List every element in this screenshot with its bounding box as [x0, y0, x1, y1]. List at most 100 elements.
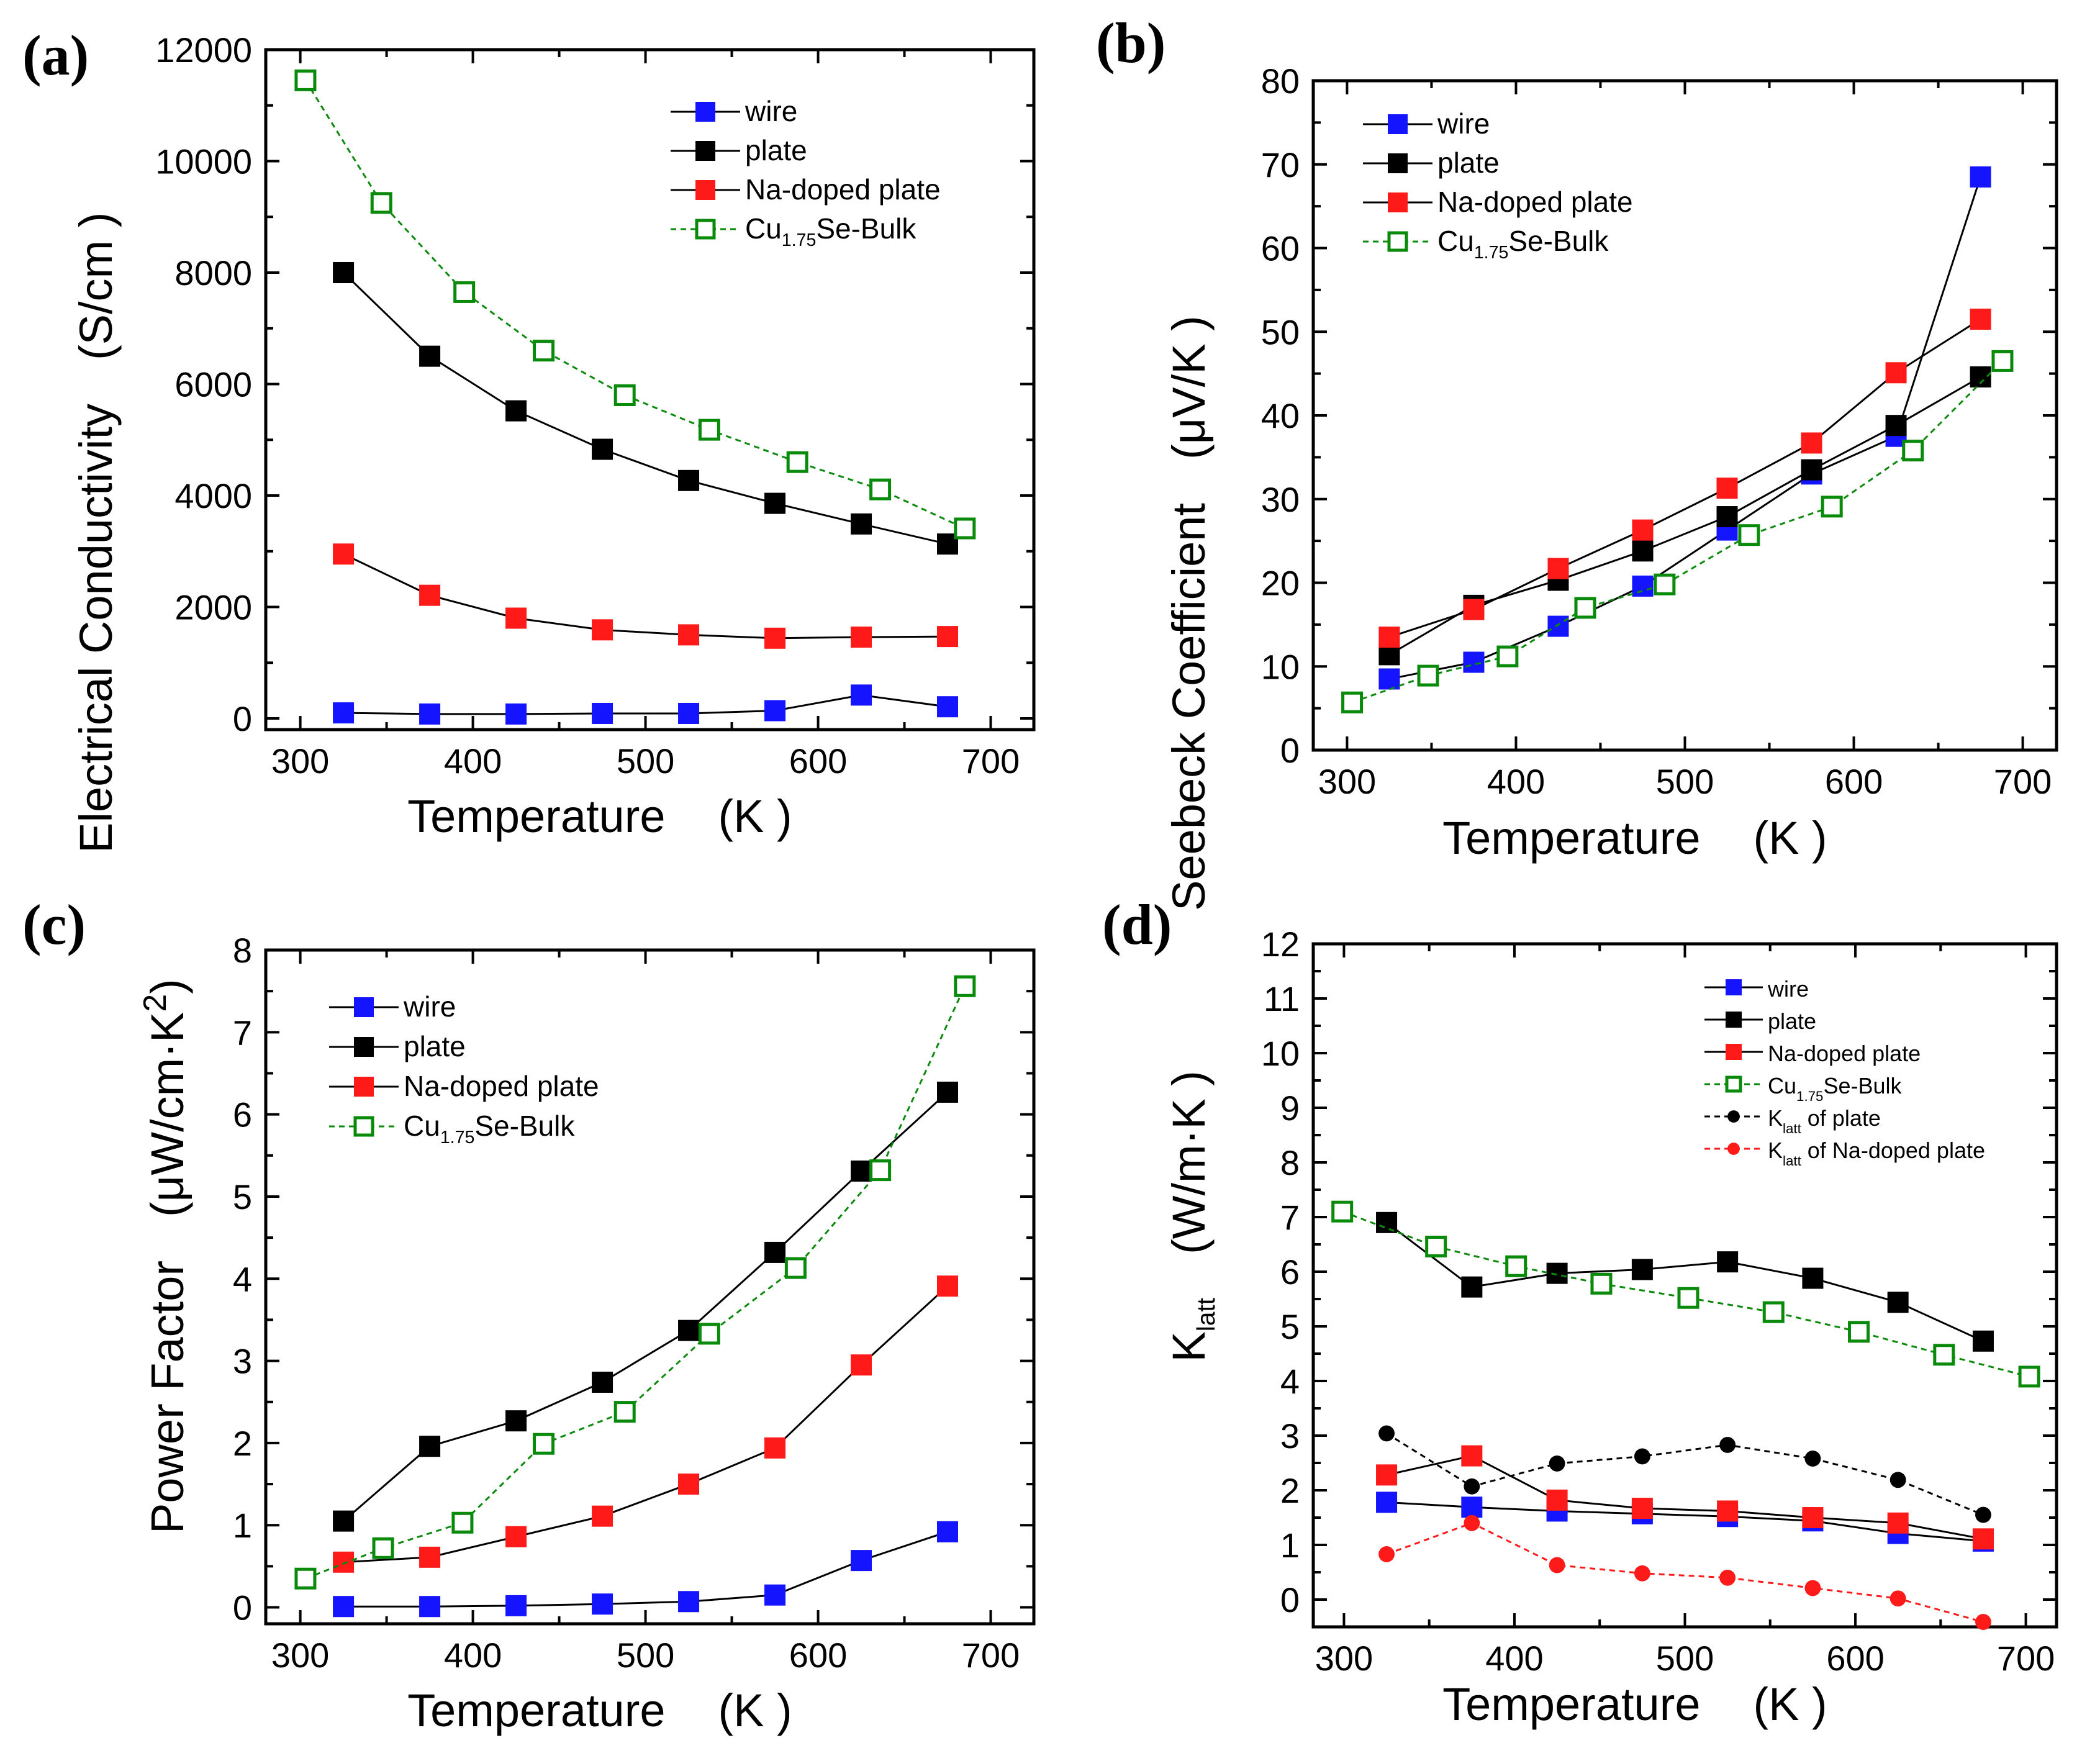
- legend-label-plate: plate: [1437, 147, 1500, 179]
- legend-marker-na-doped-plate: [1388, 192, 1408, 212]
- series-plate-c: [333, 1081, 959, 1532]
- data-point-plate: [505, 1410, 527, 1432]
- data-point-klatt-of-plate: [1549, 1455, 1565, 1472]
- y-tick-label-b: 0: [1280, 731, 1300, 770]
- data-point-klatt-of-na-doped-plate: [1804, 1580, 1821, 1596]
- data-point-na-doped-plate: [333, 543, 355, 565]
- data-point-wire: [937, 696, 959, 718]
- series-na-doped-plate-b: [1378, 309, 1991, 648]
- x-axis-title-b: Temperature: [1442, 812, 1700, 864]
- legend-c: wire plate Na-doped plate Cu1.75Se-Bulk: [329, 990, 599, 1148]
- y-tick-label-b: 80: [1261, 61, 1300, 101]
- x-tick-label-b: 400: [1487, 762, 1545, 801]
- series-cu1-75se-bulk-a: [294, 69, 976, 540]
- legend-marker-wire: [695, 102, 715, 122]
- series-line-wire: [343, 1531, 948, 1608]
- y-tick-label-a: 8000: [174, 253, 252, 292]
- data-point-na-doped-plate: [1463, 599, 1485, 620]
- series-line-plate: [1388, 376, 1981, 656]
- y-tick-label-d: 12: [1261, 925, 1300, 964]
- data-point-klatt-of-plate: [1975, 1506, 1991, 1523]
- x-tick-label-b: 700: [1994, 762, 2052, 801]
- data-point-wire: [1632, 575, 1654, 597]
- y-tick-label-b: 10: [1261, 647, 1300, 686]
- x-tick-label-a: 500: [617, 741, 674, 781]
- data-point-plate: [1717, 1251, 1739, 1273]
- data-point-cu1-75se-bulk: [1590, 1272, 1613, 1295]
- data-point-cu1-75se-bulk: [1496, 645, 1519, 668]
- data-point-plate: [1716, 506, 1738, 528]
- data-point-na-doped-plate: [1376, 1464, 1398, 1486]
- data-point-wire: [1463, 651, 1485, 673]
- data-point-klatt-of-plate: [1719, 1437, 1736, 1453]
- data-point-plate: [505, 400, 527, 422]
- series-line-na-doped-plate: [1388, 318, 1981, 638]
- y-tick-label-d: 6: [1280, 1252, 1300, 1292]
- data-point-klatt-of-na-doped-plate: [1549, 1557, 1565, 1573]
- y-axis-title-group-d: Klatt (W/m·K ): [1163, 1071, 1220, 1362]
- data-point-wire: [505, 1595, 527, 1616]
- x-axis-title-c: Temperature: [407, 1685, 665, 1736]
- data-point-cu1-75se-bulk: [294, 69, 317, 91]
- y-tick-label-c: 2: [233, 1424, 252, 1463]
- data-point-klatt-of-plate: [1378, 1425, 1395, 1442]
- data-point-plate: [764, 1241, 786, 1263]
- x-tick-label-d: 400: [1485, 1639, 1543, 1678]
- y-axis-title-group-b: Seebeck Coefficient (μV/K ): [1163, 315, 1215, 911]
- y-tick-label-b: 20: [1261, 564, 1300, 603]
- legend-marker-wire: [1726, 979, 1742, 995]
- data-point-na-doped-plate: [1972, 1528, 1994, 1550]
- data-point-plate: [1461, 1276, 1483, 1298]
- x-tick-label-c: 700: [962, 1636, 1020, 1675]
- x-tick-label-b: 500: [1656, 762, 1714, 801]
- y-tick-label-d: 5: [1280, 1307, 1300, 1346]
- data-point-plate: [1376, 1211, 1398, 1233]
- data-point-klatt-of-na-doped-plate: [1378, 1546, 1395, 1562]
- legend-marker-na-doped-plate: [695, 180, 715, 200]
- data-point-cu1-75se-bulk: [786, 451, 808, 473]
- legend-label-klatt-of-plate: Klatt of plate: [1768, 1105, 1881, 1136]
- x-tick-label-a: 600: [789, 741, 847, 781]
- data-point-cu1-75se-bulk: [954, 517, 976, 540]
- series-line-plate: [343, 271, 948, 545]
- data-point-na-doped-plate: [678, 1474, 700, 1495]
- x-tick-label-a: 700: [962, 741, 1020, 781]
- data-point-na-doped-plate: [1885, 362, 1907, 384]
- series-line-na-doped-plate: [1386, 1454, 1984, 1540]
- series-line-na-doped-plate: [343, 553, 948, 640]
- y-tick-label-d: 4: [1280, 1362, 1300, 1401]
- data-point-na-doped-plate: [592, 619, 613, 641]
- data-point-plate: [1885, 415, 1907, 437]
- data-point-cu1-75se-bulk: [294, 1567, 317, 1590]
- data-point-cu1-75se-bulk: [1417, 664, 1439, 687]
- series-na-doped-plate-d: [1376, 1445, 1994, 1550]
- plot-frame-b: [1311, 79, 2058, 752]
- data-point-klatt-of-na-doped-plate: [1464, 1514, 1480, 1531]
- data-point-klatt-of-plate: [1464, 1478, 1480, 1495]
- y-axis-title-c: Power Factor: [142, 1261, 193, 1534]
- data-point-cu1-75se-bulk: [1902, 440, 1924, 462]
- data-point-cu1-75se-bulk: [1821, 496, 1843, 518]
- data-point-wire: [505, 703, 527, 725]
- series-na-doped-plate-c: [333, 1275, 959, 1573]
- data-point-na-doped-plate: [1717, 1500, 1739, 1522]
- data-point-plate: [1631, 1259, 1653, 1280]
- legend-label-cu1-75se-bulk: Cu1.75Se-Bulk: [745, 212, 916, 250]
- data-point-na-doped-plate: [851, 627, 872, 648]
- data-point-cu1-75se-bulk: [1762, 1301, 1785, 1323]
- data-point-na-doped-plate: [419, 584, 441, 606]
- y-tick-label-d: 7: [1280, 1198, 1300, 1237]
- data-point-na-doped-plate: [333, 1551, 355, 1573]
- data-point-wire: [678, 702, 700, 724]
- series-line-klatt-of-plate: [1386, 1433, 1984, 1516]
- series-line-wire: [1389, 176, 1982, 680]
- data-point-na-doped-plate: [1970, 309, 1991, 330]
- data-point-plate: [678, 469, 700, 491]
- data-point-plate: [1972, 1330, 1994, 1352]
- data-point-plate: [937, 1081, 959, 1103]
- plot-frame-c: [264, 948, 1036, 1626]
- legend-label-cu1-75se-bulk: Cu1.75Se-Bulk: [404, 1110, 575, 1148]
- data-point-klatt-of-na-doped-plate: [1890, 1590, 1906, 1607]
- y-axis-title-group-c: Power Factor (μW/cm·K2): [137, 979, 193, 1534]
- panel-a: (a) 300 400 500 600 700 0 2000 4000 6000 8000 10000…: [22, 24, 1036, 853]
